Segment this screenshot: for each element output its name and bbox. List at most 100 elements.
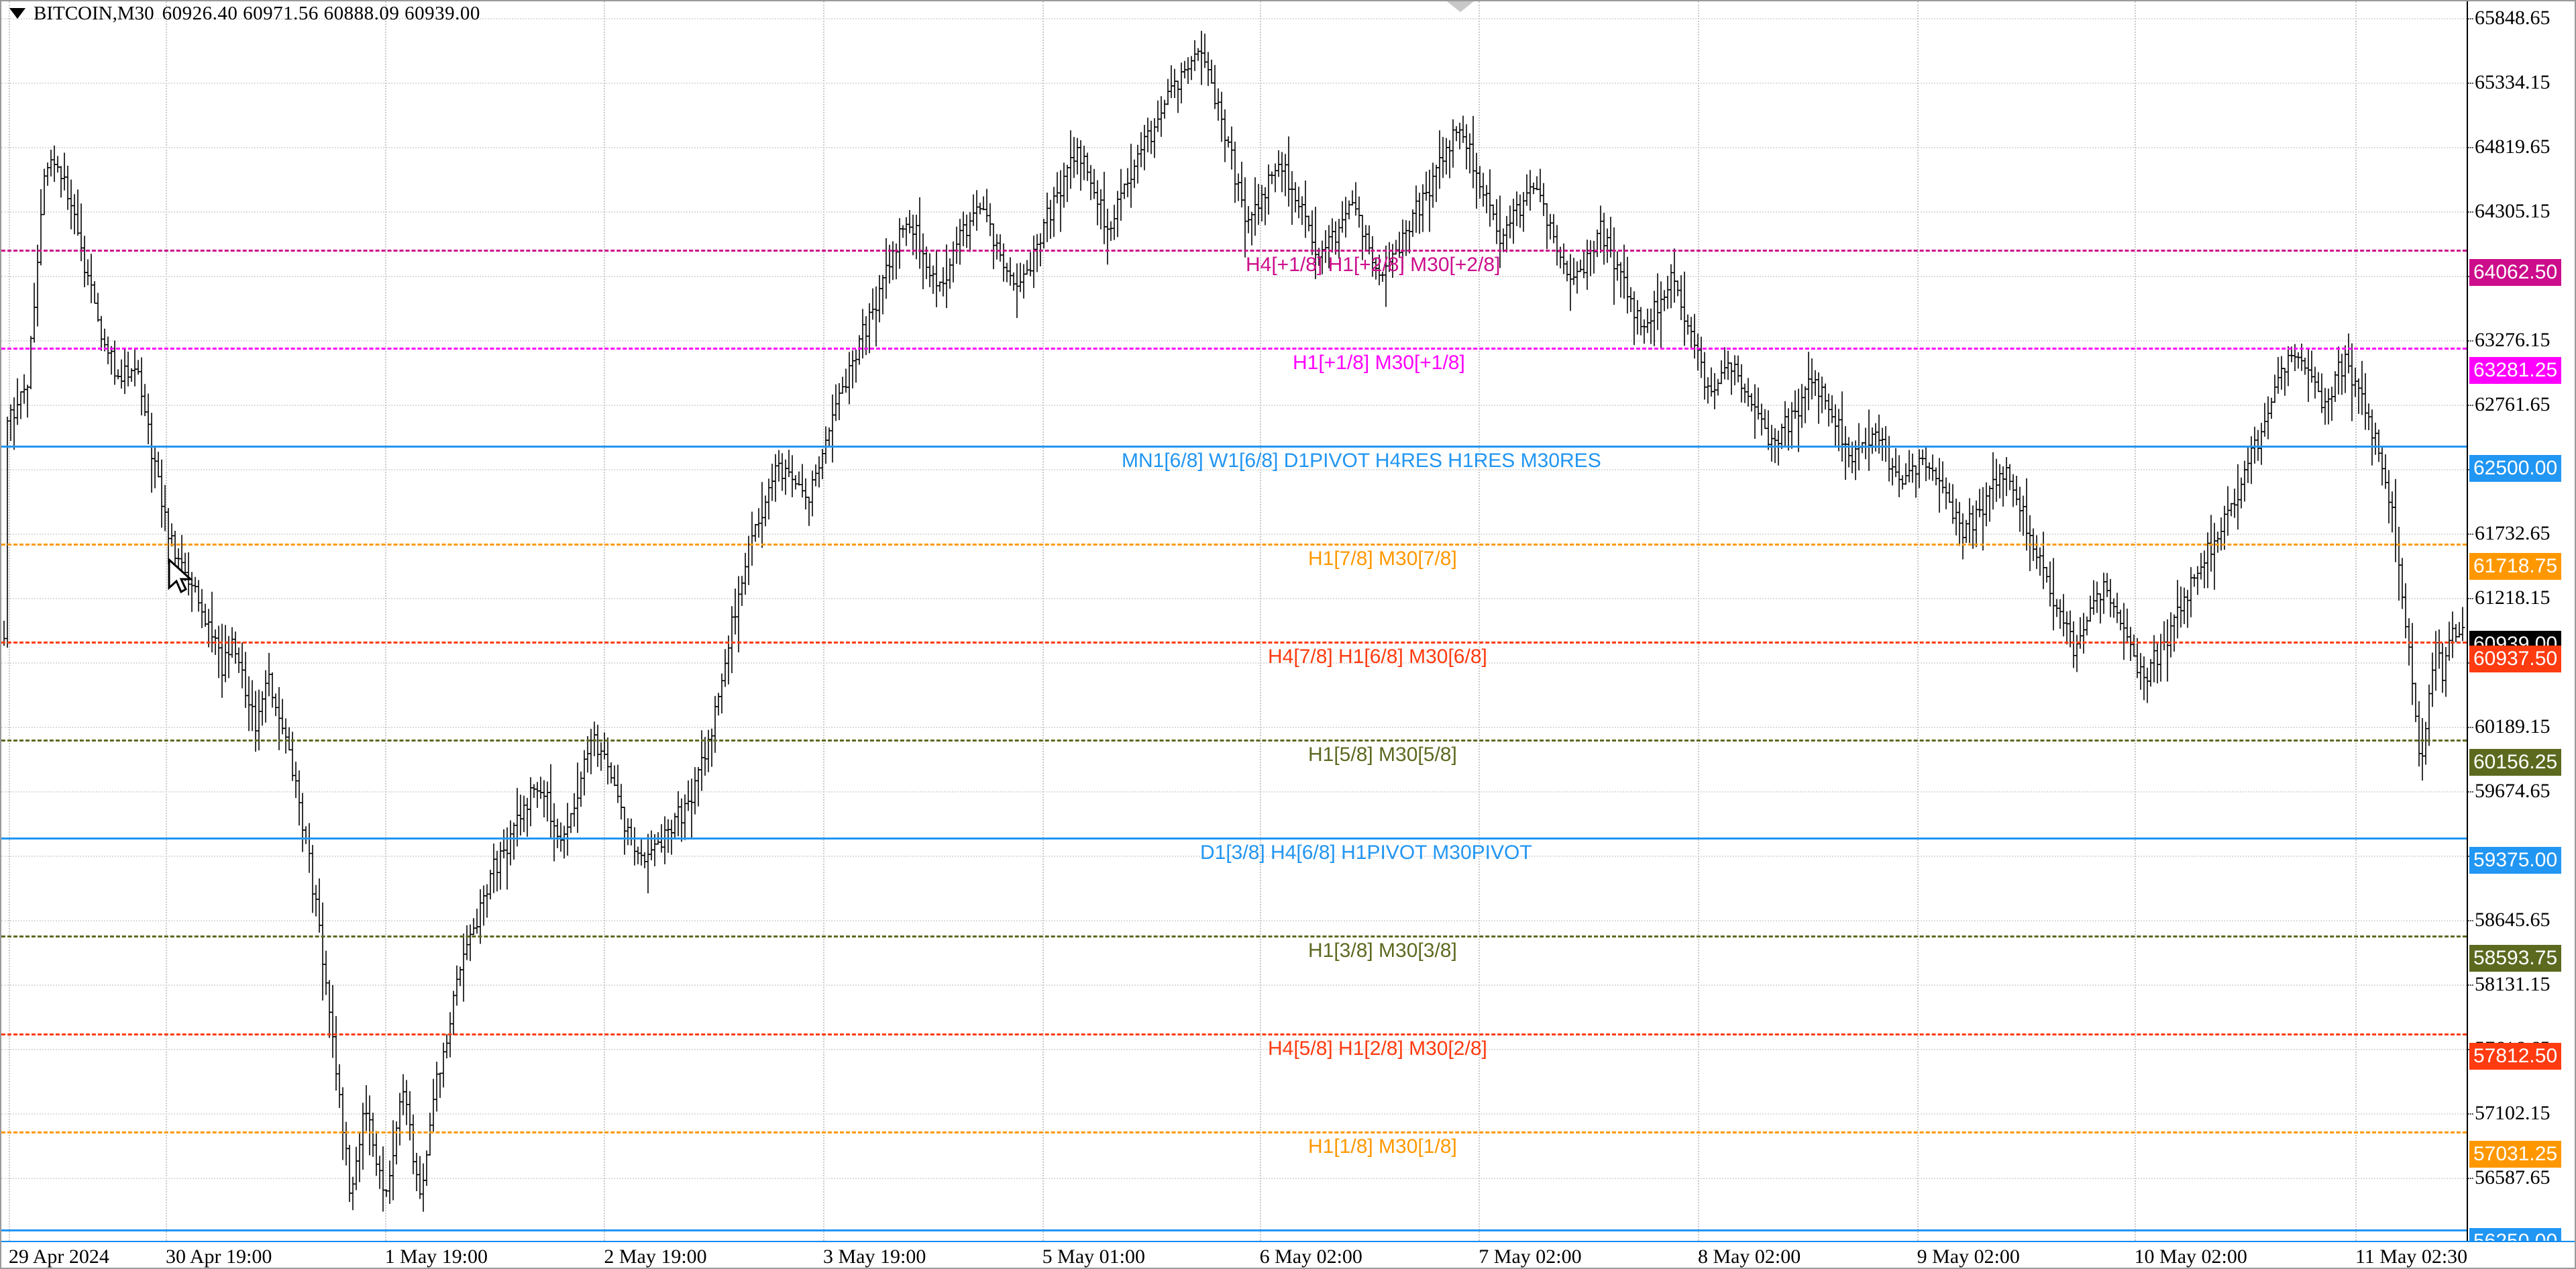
gridline-horizontal <box>1 18 2467 19</box>
price-tick-mark <box>2468 727 2473 728</box>
mouse-pointer-icon <box>168 557 196 597</box>
level-line[interactable] <box>1 1229 2467 1231</box>
price-tick-mark <box>2468 791 2473 793</box>
level-line[interactable] <box>1 642 2467 644</box>
price-tick-mark <box>2468 147 2473 148</box>
time-tick-label: 29 Apr 2024 <box>8 1246 109 1268</box>
gridline-horizontal <box>1 83 2467 84</box>
gridline-vertical <box>166 1 167 1241</box>
gridline-horizontal <box>1 534 2467 535</box>
level-price-badge: 59375.00 <box>2469 847 2562 874</box>
gridline-vertical <box>1259 1 1261 1241</box>
price-tick-label: 60189.15 <box>2468 717 2551 737</box>
price-tick-mark <box>2468 984 2473 986</box>
price-series-candles <box>1 1 2467 1241</box>
chart-plot-area[interactable]: H4[+1/8] H1[+2/8] M30[+2/8] H1[+1/8] M30[… <box>1 1 2467 1241</box>
level-price-badge: 57031.25 <box>2469 1141 2562 1168</box>
chevron-down-icon[interactable] <box>9 8 25 19</box>
gridline-vertical <box>823 1 824 1241</box>
price-tick-mark <box>2468 405 2473 406</box>
time-tick-label: 9 May 02:00 <box>1917 1246 2020 1268</box>
price-tick-label: 57102.15 <box>2468 1103 2551 1123</box>
price-tick-label: 58131.15 <box>2468 974 2551 995</box>
price-tick-label: 63276.15 <box>2468 330 2551 350</box>
level-label: H1[1/8] M30[1/8] <box>1308 1135 1457 1158</box>
gridline-vertical <box>2134 1 2136 1241</box>
price-tick-label: 61732.65 <box>2468 523 2551 544</box>
gridline-horizontal <box>1 984 2467 986</box>
gridline-vertical <box>1697 1 1699 1241</box>
gridline-horizontal <box>1 405 2467 406</box>
level-line[interactable] <box>1 837 2467 840</box>
gridline-vertical <box>1917 1 1919 1241</box>
time-tick-label: 7 May 02:00 <box>1479 1246 1582 1268</box>
chart-header: BITCOIN,M30 60926.40 60971.56 60888.09 6… <box>9 3 480 24</box>
level-price-badge: 64062.50 <box>2469 259 2562 286</box>
price-tick-mark <box>2468 920 2473 921</box>
level-price-badge: 57812.50 <box>2469 1043 2562 1070</box>
level-line[interactable] <box>1 250 2467 252</box>
time-tick-label: 30 Apr 19:00 <box>166 1246 272 1268</box>
gridline-horizontal <box>1 469 2467 470</box>
gridline-horizontal <box>1 276 2467 277</box>
price-axis[interactable]: 65848.6565334.1564819.6564305.1563790.65… <box>2467 1 2575 1241</box>
gridline-horizontal <box>1 662 2467 664</box>
level-line[interactable] <box>1 544 2467 546</box>
level-line[interactable] <box>1 348 2467 350</box>
price-tick-label: 62761.65 <box>2468 395 2551 415</box>
gridline-horizontal <box>1 727 2467 728</box>
price-tick-mark <box>2468 1178 2473 1179</box>
level-label: H1[+1/8] M30[+1/8] <box>1293 352 1465 374</box>
gridline-horizontal <box>1 1113 2467 1115</box>
level-line[interactable] <box>1 740 2467 742</box>
price-tick-mark <box>2468 340 2473 342</box>
price-tick-mark <box>2468 1113 2473 1115</box>
price-tick-label: 65848.65 <box>2468 8 2551 28</box>
level-label: D1[3/8] H4[6/8] H1PIVOT M30PIVOT <box>1200 842 1532 864</box>
level-price-badge: 58593.75 <box>2469 945 2562 972</box>
level-line[interactable] <box>1 1033 2467 1035</box>
level-label: H4[5/8] H1[2/8] M30[2/8] <box>1268 1037 1487 1060</box>
level-price-badge: 62500.00 <box>2469 455 2562 482</box>
level-label: H1[3/8] M30[3/8] <box>1308 940 1457 962</box>
time-axis[interactable]: 29 Apr 2024 30 Apr 19:00 1 May 19:00 2 May … <box>1 1241 2575 1268</box>
gridline-horizontal <box>1 211 2467 213</box>
gridline-horizontal <box>1 1178 2467 1179</box>
gridline-vertical <box>1479 1 1481 1241</box>
level-line[interactable] <box>1 1131 2467 1133</box>
price-tick-label: 64305.15 <box>2468 201 2551 221</box>
time-tick-label: 6 May 02:00 <box>1259 1246 1362 1268</box>
price-tick-label: 56587.65 <box>2468 1168 2551 1188</box>
gridline-vertical <box>384 1 386 1241</box>
level-label: H1[5/8] M30[5/8] <box>1308 744 1457 766</box>
time-tick-label: 8 May 02:00 <box>1697 1246 1801 1268</box>
level-price-badge: 61718.75 <box>2469 553 2562 580</box>
time-tick-label: 1 May 19:00 <box>384 1246 488 1268</box>
gridline-horizontal <box>1 856 2467 857</box>
price-tick-label: 58645.65 <box>2468 910 2551 930</box>
time-tick-label: 10 May 02:00 <box>2134 1246 2247 1268</box>
scroll-nub-icon[interactable] <box>1447 1 1474 12</box>
gridline-horizontal <box>1 147 2467 148</box>
level-price-badge: 60937.50 <box>2469 646 2562 672</box>
gridline-horizontal <box>1 920 2467 921</box>
price-tick-mark <box>2468 211 2473 213</box>
level-label: H4[+1/8] H1[+2/8] M30[+2/8] <box>1246 254 1501 276</box>
price-tick-mark <box>2468 534 2473 535</box>
level-line[interactable] <box>1 446 2467 448</box>
price-tick-label: 64819.65 <box>2468 137 2551 157</box>
gridline-horizontal <box>1 1049 2467 1050</box>
level-line[interactable] <box>1 935 2467 937</box>
level-label: H4[7/8] H1[6/8] M30[6/8] <box>1268 646 1487 668</box>
time-tick-label: 2 May 19:00 <box>604 1246 707 1268</box>
time-tick-label: 3 May 19:00 <box>823 1246 926 1268</box>
price-tick-mark <box>2468 18 2473 19</box>
level-price-badge: 63281.25 <box>2469 357 2562 384</box>
price-tick-label: 61218.15 <box>2468 588 2551 608</box>
price-tick-label: 59674.65 <box>2468 781 2551 801</box>
time-tick-label: 5 May 01:00 <box>1042 1246 1145 1268</box>
gridline-horizontal <box>1 791 2467 793</box>
price-tick-mark <box>2468 598 2473 599</box>
gridline-vertical <box>604 1 606 1241</box>
